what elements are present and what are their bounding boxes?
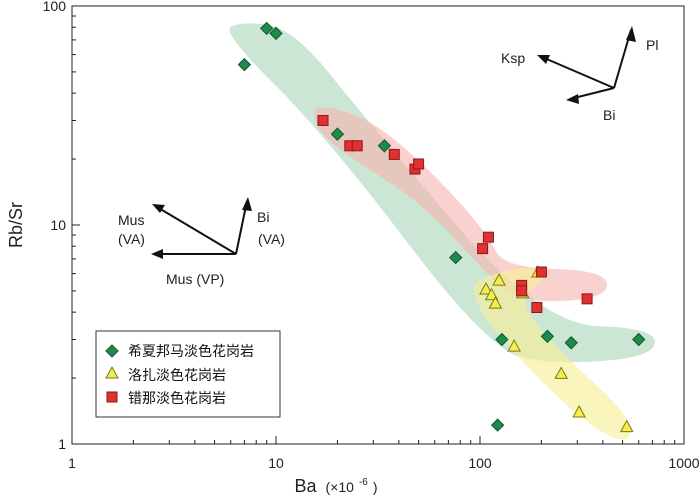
data-point-diamond: [540, 329, 555, 344]
data-point-diamond: [259, 21, 274, 36]
x-axis-label: Ba: [294, 476, 317, 496]
arrowhead-ksp: [537, 55, 550, 64]
fields-layer: [229, 23, 655, 440]
data-point-triangle: [492, 273, 506, 286]
data-point-triangle: [479, 281, 493, 295]
x-axis-exponent: -6: [359, 477, 368, 488]
label-pl: Pl: [646, 37, 658, 53]
data-point-diamond: [377, 139, 392, 153]
x-tick-label: 1000: [668, 455, 699, 471]
arrowhead-mus-vp: [151, 249, 163, 259]
data-point-square: [351, 140, 363, 152]
legend-box: [95, 330, 281, 418]
legend-label-xixiabangma: 希夏邦马淡色花岗岩: [128, 343, 254, 360]
arrowhead-bi: [566, 94, 579, 104]
legend-label-luozha: 洛扎淡色花岗岩: [128, 367, 226, 384]
data-point-square: [388, 148, 400, 160]
data-point-triangle: [572, 404, 586, 418]
data-point-diamond: [632, 332, 646, 347]
arrowhead-mus-va: [152, 204, 165, 213]
field-xixiabangma: [229, 23, 655, 363]
legend-marker-diamond: [105, 344, 119, 358]
vector-mus-va-arrow: [156, 206, 237, 255]
label-bi-va-paren: (VA): [258, 231, 285, 247]
points-layer: [237, 21, 646, 433]
data-point-diamond: [269, 26, 283, 41]
data-point-diamond: [564, 336, 578, 350]
data-point-square: [413, 158, 425, 170]
data-point-square: [516, 285, 528, 297]
arrowhead-pl: [626, 26, 636, 42]
y-axis-title: Rb/Sr: [6, 202, 26, 248]
label-mus-va: Mus: [118, 212, 144, 228]
y-tick-label: 100: [43, 0, 67, 14]
data-point-triangle: [619, 419, 634, 433]
legend-marker-square: [106, 391, 118, 403]
data-point-square: [535, 266, 547, 278]
data-point-square: [482, 231, 494, 243]
legend: 希夏邦马淡色花岗岩 洛扎淡色花岗岩 错那淡色花岗岩: [95, 330, 281, 418]
legend-label-cuona: 错那淡色花岗岩: [128, 390, 226, 407]
legend-marker-triangle: [105, 365, 119, 379]
y-tick-label: 1: [58, 436, 66, 452]
data-point-square: [531, 302, 543, 314]
field-cuona: [314, 107, 608, 302]
arrowhead-bi-va: [242, 197, 252, 211]
x-axis-title: Ba (×10 -6 ): [294, 469, 377, 496]
data-point-square: [477, 243, 489, 255]
x-tick-label: 10: [268, 455, 284, 471]
label-bi-va: Bi: [257, 209, 269, 225]
data-point-triangle: [484, 287, 499, 301]
data-point-square: [317, 115, 329, 127]
label-bi-top: Bi: [603, 107, 615, 123]
x-axis-unit: (×10: [326, 479, 355, 495]
field-luozha: [473, 267, 631, 440]
data-point-triangle: [488, 296, 503, 309]
label-mus-va-paren: (VA): [118, 231, 145, 247]
y-tick-label: 10: [50, 217, 66, 233]
x-tick-label: 1: [68, 455, 76, 471]
label-mus-vp: Mus (VP): [166, 271, 224, 287]
data-point-triangle: [507, 339, 521, 352]
data-point-square: [581, 293, 593, 305]
data-point-diamond: [490, 418, 505, 432]
mineral-vectors-left: [151, 197, 252, 259]
data-point-diamond: [495, 332, 509, 347]
data-point-diamond: [330, 127, 345, 141]
data-point-diamond: [237, 57, 252, 72]
label-ksp: Ksp: [501, 50, 525, 66]
vector-ksp-arrow: [541, 56, 615, 89]
data-point-triangle: [554, 366, 569, 379]
ticks-layer: 1 10 100 1000 1 10 100: [43, 0, 700, 471]
x-axis-unit-close: ): [373, 479, 378, 495]
data-point-diamond: [448, 250, 463, 265]
mineral-vectors-top-right: [537, 26, 636, 104]
x-tick-label: 100: [468, 455, 492, 471]
